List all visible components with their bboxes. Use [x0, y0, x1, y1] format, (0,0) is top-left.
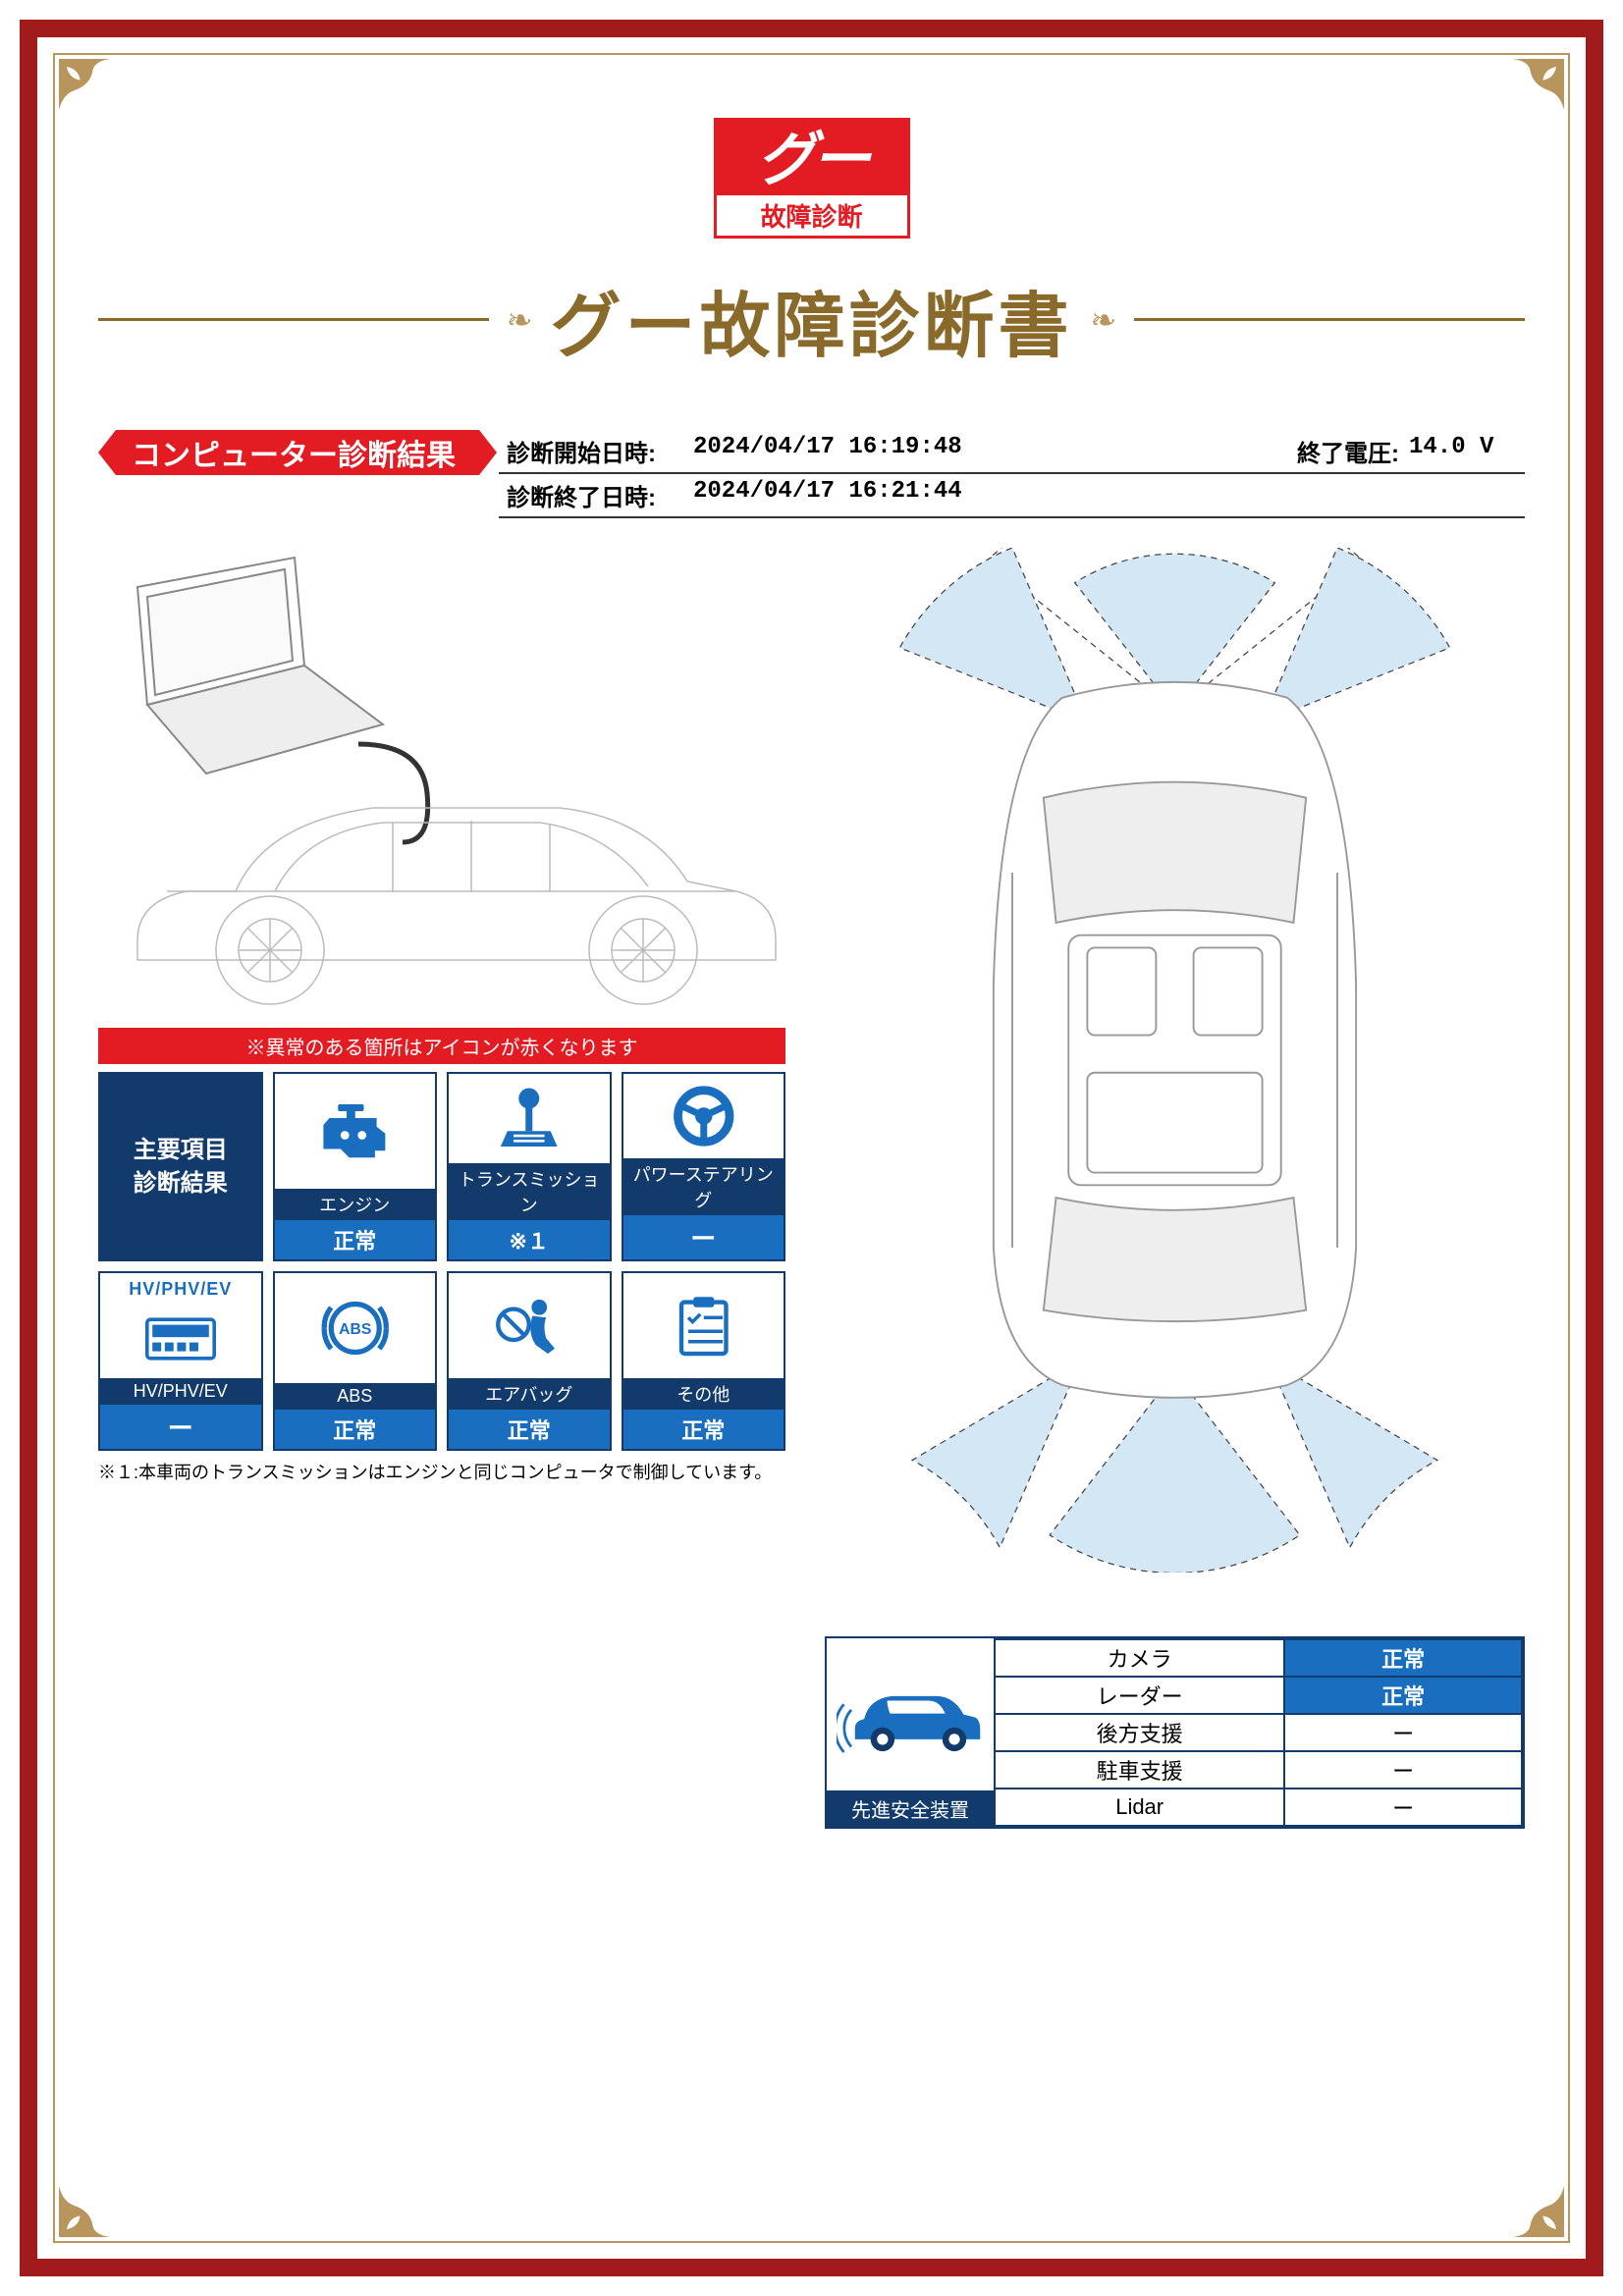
- safety-row-name: カメラ: [995, 1639, 1284, 1677]
- meta-voltage-value: 14.0 V: [1409, 434, 1517, 468]
- meta-start-label: 診断開始日時:: [507, 434, 683, 468]
- safety-row-value: ー: [1284, 1714, 1522, 1751]
- card-power-steering: パワーステアリング ー: [622, 1072, 786, 1261]
- results-header-text: 主要項目 診断結果: [134, 1134, 228, 1200]
- safety-values-table: カメラ正常レーダー正常後方支援ー駐車支援ーLidarー: [994, 1638, 1523, 1827]
- airbag-icon: [449, 1273, 610, 1378]
- safety-row-name: レーダー: [995, 1677, 1284, 1714]
- safety-row-value: ー: [1284, 1751, 1522, 1789]
- meta-end-value: 2024/04/17 16:21:44: [693, 478, 962, 512]
- abs-icon: ABS: [275, 1273, 436, 1383]
- steering-wheel-icon: [623, 1074, 784, 1158]
- card-abs-label: ABS: [275, 1383, 436, 1410]
- card-other-status: 正常: [623, 1410, 784, 1449]
- card-hv-label: HV/PHV/EV: [100, 1378, 261, 1405]
- card-engine-status: 正常: [275, 1220, 436, 1259]
- card-transmission-label: トランスミッション: [449, 1163, 610, 1220]
- card-airbag: エアバッグ 正常: [447, 1271, 612, 1451]
- results-header-card: 主要項目 診断結果: [98, 1072, 263, 1261]
- flourish-right-icon: ❧: [1091, 301, 1117, 339]
- card-hv: HV/PHV/EV HV/PHV/EV ー: [98, 1271, 263, 1451]
- card-power-steering-status: ー: [623, 1215, 784, 1259]
- card-hv-status: ー: [100, 1405, 261, 1449]
- safety-row-value: 正常: [1284, 1677, 1522, 1714]
- meta-end-label: 診断終了日時:: [507, 478, 683, 512]
- hv-battery-icon: [100, 1300, 261, 1378]
- card-other-label: その他: [623, 1378, 784, 1410]
- brand-logo: グー 故障診断: [714, 118, 910, 239]
- results-note-banner: ※異常のある箇所はアイコンが赤くなります: [98, 1028, 785, 1064]
- card-engine: エンジン 正常: [273, 1072, 438, 1261]
- card-transmission: トランスミッション ※１: [447, 1072, 612, 1261]
- safety-row-name: Lidar: [995, 1789, 1284, 1826]
- engine-icon: [275, 1074, 436, 1189]
- results-grid: 主要項目 診断結果 エンジン 正常 トランスミッション ※１: [98, 1072, 785, 1451]
- safety-car-icon: [827, 1638, 994, 1790]
- safety-row-name: 駐車支援: [995, 1751, 1284, 1789]
- card-engine-label: エンジン: [275, 1189, 436, 1220]
- car-side-diagram-icon: [98, 548, 785, 1009]
- safety-table: 先進安全装置 カメラ正常レーダー正常後方支援ー駐車支援ーLidarー: [825, 1636, 1525, 1829]
- card-transmission-status: ※１: [449, 1220, 610, 1259]
- safety-row-value: 正常: [1284, 1639, 1522, 1677]
- card-hv-top: HV/PHV/EV: [100, 1273, 261, 1300]
- section-banner: コンピューター診断結果: [98, 430, 479, 475]
- meta-table: 診断開始日時: 2024/04/17 16:19:48 終了電圧: 14.0 V…: [499, 430, 1525, 518]
- transmission-icon: [449, 1074, 610, 1163]
- page-title: グー故障診断書: [551, 268, 1073, 371]
- meta-voltage-label: 終了電圧:: [1297, 434, 1399, 468]
- meta-start-value: 2024/04/17 16:19:48: [693, 434, 962, 468]
- card-airbag-label: エアバッグ: [449, 1378, 610, 1410]
- card-abs: ABS ABS 正常: [273, 1271, 438, 1451]
- clipboard-icon: [623, 1273, 784, 1378]
- section-label: コンピューター診断結果: [132, 431, 456, 474]
- card-power-steering-label: パワーステアリング: [623, 1158, 784, 1215]
- safety-row-value: ー: [1284, 1789, 1522, 1826]
- car-top-diagram-icon: [825, 548, 1525, 1573]
- logo-bottom-text: 故障診断: [717, 195, 907, 236]
- card-other: その他 正常: [622, 1271, 786, 1451]
- card-abs-status: 正常: [275, 1410, 436, 1449]
- logo-top-text: グー: [717, 121, 907, 195]
- safety-header: 先進安全装置: [847, 1790, 973, 1827]
- title-row: ❧ グー故障診断書 ❧: [98, 268, 1525, 371]
- svg-text:ABS: ABS: [339, 1321, 371, 1338]
- safety-row-name: 後方支援: [995, 1714, 1284, 1751]
- card-airbag-status: 正常: [449, 1410, 610, 1449]
- flourish-left-icon: ❧: [507, 301, 533, 339]
- footnote: ※１:本車両のトランスミッションはエンジンと同じコンピュータで制御しています。: [98, 1459, 785, 1484]
